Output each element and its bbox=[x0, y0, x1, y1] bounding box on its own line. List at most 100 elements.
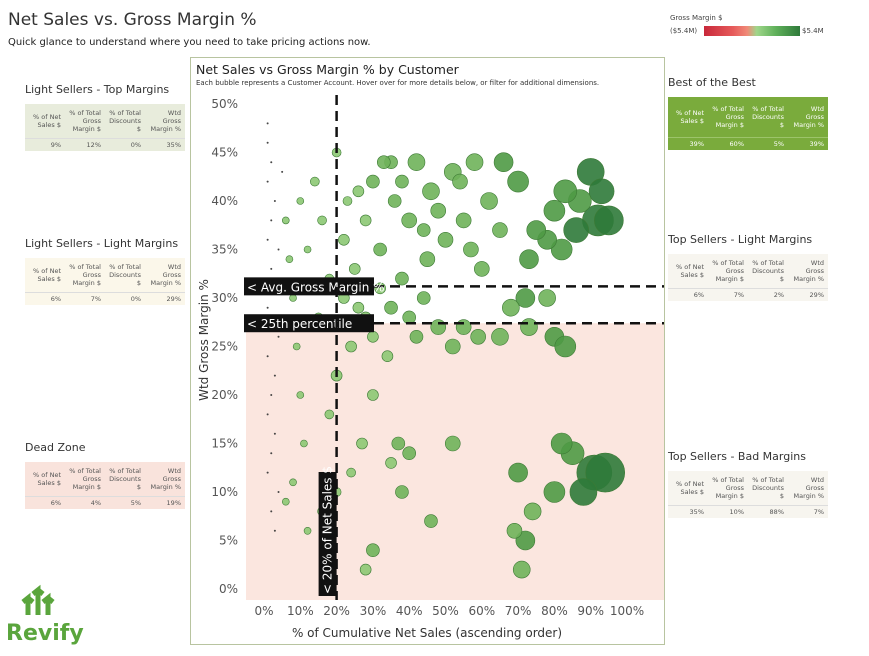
bubble[interactable] bbox=[342, 196, 353, 206]
bubble[interactable] bbox=[376, 155, 391, 169]
bubble[interactable] bbox=[352, 185, 365, 198]
bubble[interactable] bbox=[359, 563, 372, 576]
bubble[interactable] bbox=[424, 514, 438, 528]
bubble[interactable] bbox=[270, 510, 273, 513]
bubble[interactable] bbox=[523, 502, 542, 521]
bubble[interactable] bbox=[463, 241, 479, 258]
bubble[interactable] bbox=[273, 200, 276, 202]
bubble[interactable] bbox=[270, 452, 273, 455]
bubble[interactable] bbox=[266, 306, 269, 309]
bubble[interactable] bbox=[430, 319, 447, 335]
bubble[interactable] bbox=[402, 446, 417, 461]
bubble[interactable] bbox=[292, 342, 301, 351]
bubble[interactable] bbox=[317, 215, 327, 226]
bubble[interactable] bbox=[502, 298, 520, 317]
bubble[interactable] bbox=[515, 288, 536, 308]
bubble[interactable] bbox=[519, 249, 539, 270]
bubble[interactable] bbox=[266, 471, 269, 474]
bubble[interactable] bbox=[465, 153, 484, 171]
bubble[interactable] bbox=[430, 202, 447, 219]
bubble[interactable] bbox=[367, 330, 379, 343]
bubble[interactable] bbox=[266, 355, 269, 358]
bubble[interactable] bbox=[455, 319, 472, 335]
bubble[interactable] bbox=[303, 526, 312, 535]
bubble[interactable] bbox=[285, 255, 294, 264]
bubble[interactable] bbox=[346, 467, 356, 478]
bubble[interactable] bbox=[515, 530, 536, 551]
bubble[interactable] bbox=[289, 478, 297, 487]
bubble[interactable] bbox=[300, 439, 308, 448]
bubble[interactable] bbox=[366, 543, 380, 558]
bubble[interactable] bbox=[585, 452, 626, 493]
bubble[interactable] bbox=[296, 197, 305, 205]
bubble[interactable] bbox=[324, 409, 335, 420]
bubble[interactable] bbox=[273, 432, 276, 435]
bubble[interactable] bbox=[266, 180, 269, 183]
bubble[interactable] bbox=[395, 485, 409, 499]
bubble[interactable] bbox=[270, 267, 273, 270]
bubble[interactable] bbox=[273, 374, 276, 377]
bubble[interactable] bbox=[277, 248, 280, 251]
bubble[interactable] bbox=[395, 174, 409, 189]
bubble[interactable] bbox=[277, 491, 280, 493]
bubble[interactable] bbox=[385, 457, 397, 469]
bubble[interactable] bbox=[266, 141, 269, 144]
bubble[interactable] bbox=[588, 178, 615, 205]
bubble[interactable] bbox=[419, 251, 436, 268]
bubble[interactable] bbox=[401, 212, 418, 229]
bubble[interactable] bbox=[296, 391, 305, 399]
bubble[interactable] bbox=[543, 199, 566, 222]
bubble[interactable] bbox=[310, 176, 320, 187]
bubble[interactable] bbox=[444, 338, 461, 355]
bubble[interactable] bbox=[303, 245, 312, 254]
bubble[interactable] bbox=[569, 478, 598, 506]
bubble[interactable] bbox=[416, 223, 431, 237]
bubble[interactable] bbox=[594, 205, 624, 236]
bubble[interactable] bbox=[266, 122, 269, 125]
bubble[interactable] bbox=[563, 217, 589, 243]
bubble[interactable] bbox=[491, 327, 509, 346]
bubble[interactable] bbox=[352, 301, 365, 314]
bubble[interactable] bbox=[289, 294, 297, 302]
bubble[interactable] bbox=[281, 216, 290, 225]
bubble[interactable] bbox=[550, 238, 573, 261]
bubble[interactable] bbox=[356, 437, 368, 450]
bubble[interactable] bbox=[338, 234, 350, 246]
bubble[interactable] bbox=[507, 170, 529, 193]
bubble[interactable] bbox=[381, 350, 394, 363]
bubble[interactable] bbox=[277, 335, 280, 338]
bubble[interactable] bbox=[543, 481, 566, 503]
bubble[interactable] bbox=[409, 329, 424, 344]
bubble[interactable] bbox=[554, 335, 577, 358]
bubble[interactable] bbox=[373, 242, 387, 257]
bubble[interactable] bbox=[366, 174, 380, 189]
bubble[interactable] bbox=[444, 435, 461, 452]
bubble[interactable] bbox=[455, 212, 472, 229]
bubble[interactable] bbox=[493, 152, 514, 172]
bubble[interactable] bbox=[281, 170, 284, 173]
bubble[interactable] bbox=[395, 271, 409, 286]
bubble[interactable] bbox=[520, 318, 538, 336]
bubble[interactable] bbox=[367, 389, 379, 401]
bubble[interactable] bbox=[512, 560, 531, 579]
bubble[interactable] bbox=[391, 436, 406, 451]
bubble[interactable] bbox=[422, 182, 440, 201]
bubble[interactable] bbox=[452, 173, 468, 190]
bubble[interactable] bbox=[407, 153, 426, 171]
bubble[interactable] bbox=[470, 328, 486, 345]
bubble[interactable] bbox=[473, 261, 490, 277]
bubble[interactable] bbox=[270, 394, 273, 396]
bubble[interactable] bbox=[437, 232, 454, 248]
bubble[interactable] bbox=[266, 413, 269, 416]
bubble[interactable] bbox=[270, 161, 273, 164]
bubble[interactable] bbox=[345, 340, 357, 353]
bubble[interactable] bbox=[526, 220, 547, 240]
bubble[interactable] bbox=[359, 214, 372, 227]
bubble[interactable] bbox=[273, 529, 276, 532]
bubble[interactable] bbox=[550, 432, 573, 455]
bubble[interactable] bbox=[387, 194, 402, 208]
bubble[interactable] bbox=[348, 263, 361, 275]
bubble[interactable] bbox=[538, 289, 556, 307]
bubble[interactable] bbox=[506, 522, 523, 539]
